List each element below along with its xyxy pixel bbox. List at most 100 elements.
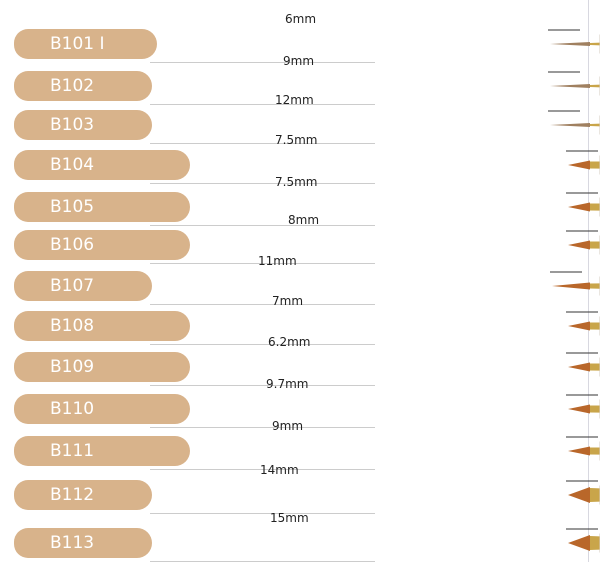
brush-code: B108 [50,316,95,336]
ferrule [590,123,600,127]
brush-flat-icon [566,394,600,419]
bristle-length: 6mm [285,12,317,26]
bristles [568,202,590,212]
brush-row: B101 I 6mm [0,12,600,64]
brush-code: B112 [50,485,95,505]
bristle-length: 7mm [272,294,304,308]
brush-code-label: B111 [14,436,190,466]
brush-fan-icon [566,480,600,505]
bristle-length: 9.7mm [266,377,309,391]
bristles [568,160,590,170]
brush-row: B106 8mm [0,213,600,265]
brush-code-label: B102 [14,71,152,101]
brush-code-label: B113 [14,528,152,558]
brush-code-label: B103 [14,110,152,140]
brush-code: B109 [50,357,95,377]
bristle-length: 14mm [260,463,299,477]
brush-liner-icon [548,110,600,135]
bristle-length: 7.5mm [275,133,318,147]
brush-code-label: B107 [14,271,152,301]
brush-code: B102 [50,76,95,96]
brush-code-label: B110 [14,394,190,424]
brush-flat-icon [566,192,600,217]
divider-line [150,225,375,226]
ferrule [590,203,600,211]
brush-code: B103 [50,115,95,135]
brush-liner-icon [548,71,600,96]
bristles [568,240,590,250]
divider-line [150,344,375,345]
ferrule [590,283,600,289]
bristle-length: 9mm [283,54,315,68]
divider-line [150,385,375,386]
brush-flat-icon [566,352,600,377]
brush-row: B104 7.5mm [0,133,600,185]
brush-code-label: B101 I [14,29,157,59]
ferrule [590,42,600,46]
brush-code-label: B112 [14,480,152,510]
bristles [568,487,590,503]
bristle-length: 15mm [270,511,309,525]
ferrule [590,161,600,169]
ferrule [590,322,600,330]
bristle-length: 7.5mm [275,175,318,189]
brush-row: B110 9.7mm [0,377,600,429]
ferrule [590,405,600,413]
brush-row: B113 15mm [0,511,600,562]
divider-line [150,304,375,305]
ferrule [590,363,600,371]
brush-code: B111 [50,441,95,461]
brush-code-label: B109 [14,352,190,382]
bristles [568,404,590,414]
brush-code: B110 [50,399,95,419]
ferrule [590,447,600,455]
divider-line [150,62,375,63]
divider-line [150,143,375,144]
bristle-length: 6.2mm [268,335,311,349]
brush-row: B107 11mm [0,254,600,306]
brush-code-label: B104 [14,150,190,180]
brush-code: B105 [50,197,95,217]
divider-line [150,427,375,428]
brush-code: B101 I [50,34,105,54]
brush-code-label: B106 [14,230,190,260]
bristle-length: 12mm [275,93,314,107]
bristles [552,282,590,290]
divider-line [150,104,375,105]
brush-flat-icon [566,150,600,175]
bristle-length: 8mm [288,213,320,227]
brush-row: B105 7.5mm [0,175,600,227]
brush-row: B111 9mm [0,419,600,471]
brush-code-label: B108 [14,311,190,341]
bristles [568,321,590,331]
brush-liner-icon [548,29,600,54]
bristles [550,123,590,127]
brush-code: B104 [50,155,95,175]
ferrule [590,241,600,249]
brush-row: B108 7mm [0,294,600,346]
bristles [568,446,590,456]
brush-row: B112 14mm [0,463,600,515]
right-border [588,0,589,562]
brush-row: B109 6.2mm [0,335,600,387]
divider-line [150,183,375,184]
ferrule [590,488,600,502]
brush-fan-icon [566,528,600,553]
bristles [568,535,590,551]
brush-row: B103 12mm [0,93,600,145]
brush-round-icon [550,271,600,296]
bristles [550,42,590,46]
brush-code: B113 [50,533,95,553]
bristles [550,84,590,88]
brush-row: B102 9mm [0,54,600,106]
brush-code-label: B105 [14,192,190,222]
bristle-length: 9mm [272,419,304,433]
bristle-length: 11mm [258,254,297,268]
brush-flat-icon [566,436,600,461]
brush-code: B106 [50,235,95,255]
ferrule [590,536,600,550]
ferrule [590,84,600,88]
divider-line [150,513,375,514]
brush-flat-icon [566,311,600,336]
